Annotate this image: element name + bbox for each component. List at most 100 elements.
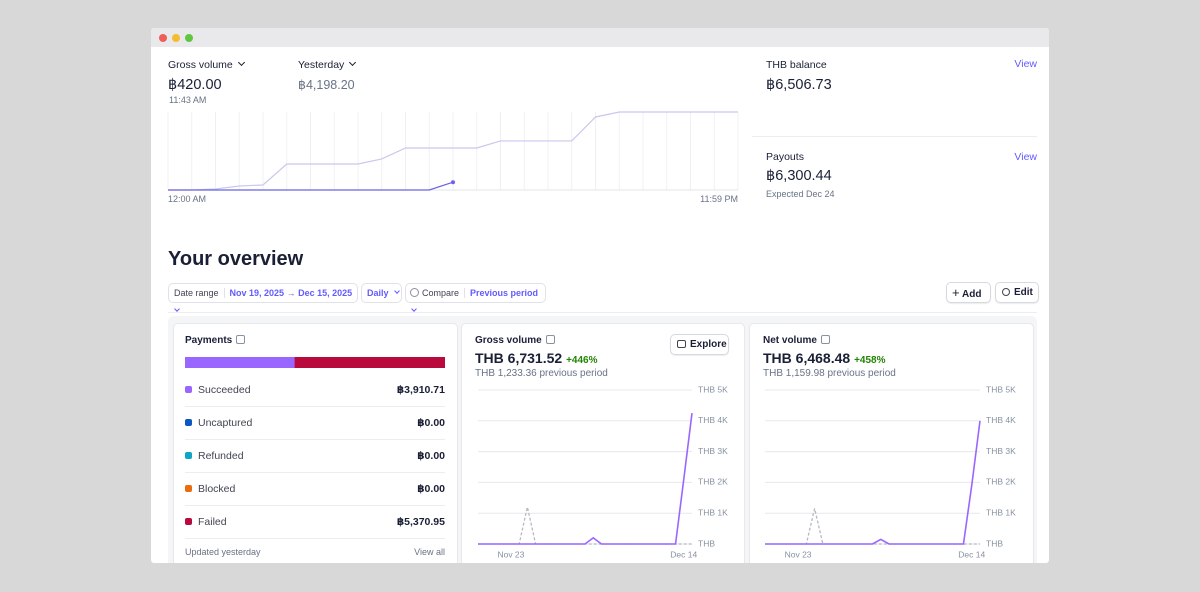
row-dot	[185, 452, 192, 459]
x-tick-label: Dec 14	[670, 549, 697, 559]
line	[168, 111, 738, 191]
line	[478, 413, 693, 545]
net-card	[749, 323, 1034, 585]
x-end: 11:59 PM	[700, 194, 738, 204]
title: Net volume	[763, 335, 817, 346]
row-label: Succeeded	[198, 384, 251, 396]
bar-segment	[185, 357, 295, 368]
current-point	[451, 180, 455, 185]
y-tick-label: THB 4K	[698, 415, 728, 425]
row-dot	[185, 386, 192, 393]
row-divider	[185, 406, 445, 407]
filter-label: Date range	[174, 288, 219, 298]
divider	[752, 136, 1037, 137]
y-tick-label: THB	[986, 538, 1003, 548]
close-button[interactable]	[159, 34, 167, 42]
line	[765, 508, 980, 545]
edit-button[interactable]: Edit	[995, 282, 1039, 303]
y-tick-label: THB 1K	[986, 507, 1016, 517]
row-label: Failed	[198, 516, 227, 528]
title: Gross volume	[475, 335, 542, 346]
y-tick-label: THB 2K	[698, 477, 728, 487]
view-all-link[interactable]: View all	[414, 547, 445, 557]
card-title: Net volume	[763, 334, 830, 348]
view-link[interactable]: View	[1014, 151, 1037, 163]
value: THB 6,468.48	[763, 350, 851, 366]
card-title: Gross volume	[475, 334, 555, 348]
row-label: Refunded	[198, 450, 244, 462]
view-link[interactable]: View	[1014, 58, 1037, 70]
gross-card	[461, 323, 745, 585]
line	[478, 506, 692, 545]
metric-select[interactable]: Gross volume	[168, 58, 245, 72]
button-label: Edit	[1014, 287, 1033, 298]
payouts-value: ฿6,300.44	[766, 168, 832, 184]
backdrop	[0, 563, 1200, 592]
value: THB 6,731.52	[475, 350, 563, 366]
interval-filter[interactable]: Daily	[361, 283, 402, 303]
previous-period: THB 1,233.36 previous period	[475, 368, 608, 379]
add-button[interactable]: + Add	[946, 282, 991, 303]
row-value: ฿5,370.95	[396, 516, 445, 528]
compare-value: ฿4,198.20	[298, 78, 355, 92]
updated-note: Updated yesterday	[185, 547, 261, 557]
y-tick-label: THB 3K	[986, 446, 1016, 456]
y-tick-label: THB 4K	[986, 415, 1016, 425]
filter-label: Compare	[422, 288, 460, 298]
row-label: Blocked	[198, 483, 236, 495]
row-value: ฿0.00	[417, 483, 445, 495]
title: Payments	[185, 335, 233, 346]
row-dot	[185, 518, 192, 525]
y-tick-label: THB 1K	[698, 507, 728, 517]
previous-period: THB 1,159.98 previous period	[763, 368, 896, 379]
payouts-note: Expected Dec 24	[766, 189, 835, 199]
filter-value: Daily	[367, 288, 389, 298]
explore-button[interactable]: Explore	[670, 334, 729, 355]
balance-label: THB balance	[766, 59, 827, 71]
compare-select[interactable]: Yesterday	[298, 58, 357, 72]
change: +458%	[854, 355, 886, 366]
date-range-filter[interactable]: Date range Nov 19, 2025 → Dec 15, 2025	[168, 283, 358, 312]
y-tick-label: THB 5K	[698, 384, 728, 394]
button-label: Add	[962, 289, 982, 300]
bar-segment	[294, 357, 445, 368]
zoom-button[interactable]	[185, 34, 193, 42]
x-tick-label: Nov 23	[785, 549, 812, 559]
row-dot	[185, 485, 192, 492]
row-dot	[185, 419, 192, 426]
y-tick-label: THB 5K	[986, 384, 1016, 394]
line	[765, 420, 981, 545]
compare-filter[interactable]: Compare Previous period	[405, 283, 546, 312]
today-time: 11:43 AM	[169, 95, 207, 105]
title-bar	[151, 28, 1049, 47]
row-divider	[185, 505, 445, 506]
x-tick-label: Nov 23	[497, 549, 524, 559]
minimize-button[interactable]	[172, 34, 180, 42]
line	[168, 181, 454, 191]
card-value: THB 6,731.52 +446%	[475, 349, 597, 370]
balance-value: ฿6,506.73	[766, 77, 832, 93]
row-value: ฿3,910.71	[396, 384, 445, 396]
row-value: ฿0.00	[417, 417, 445, 429]
x-tick-label: Dec 14	[958, 549, 985, 559]
filter-value: Nov 19, 2025 → Dec 15, 2025	[223, 288, 353, 298]
y-tick-label: THB	[698, 538, 715, 548]
today-value: ฿420.00	[168, 77, 222, 93]
x-start: 12:00 AM	[168, 194, 207, 204]
card-value: THB 6,468.48 +458%	[763, 349, 885, 370]
change: +446%	[566, 355, 598, 366]
y-tick-label: THB 2K	[986, 477, 1016, 487]
payments-title: Payments	[185, 334, 246, 348]
y-tick-label: THB 3K	[698, 446, 728, 456]
row-divider	[185, 439, 445, 440]
metric: Gross volume	[168, 59, 233, 71]
row-divider	[185, 538, 445, 539]
compare-label: Yesterday	[298, 59, 345, 71]
payouts-label: Payouts	[766, 151, 804, 163]
filter-value: Previous period	[464, 288, 539, 298]
button-label: Explore	[690, 339, 727, 350]
overview-title: Your overview	[168, 248, 304, 270]
divider	[168, 312, 1037, 313]
